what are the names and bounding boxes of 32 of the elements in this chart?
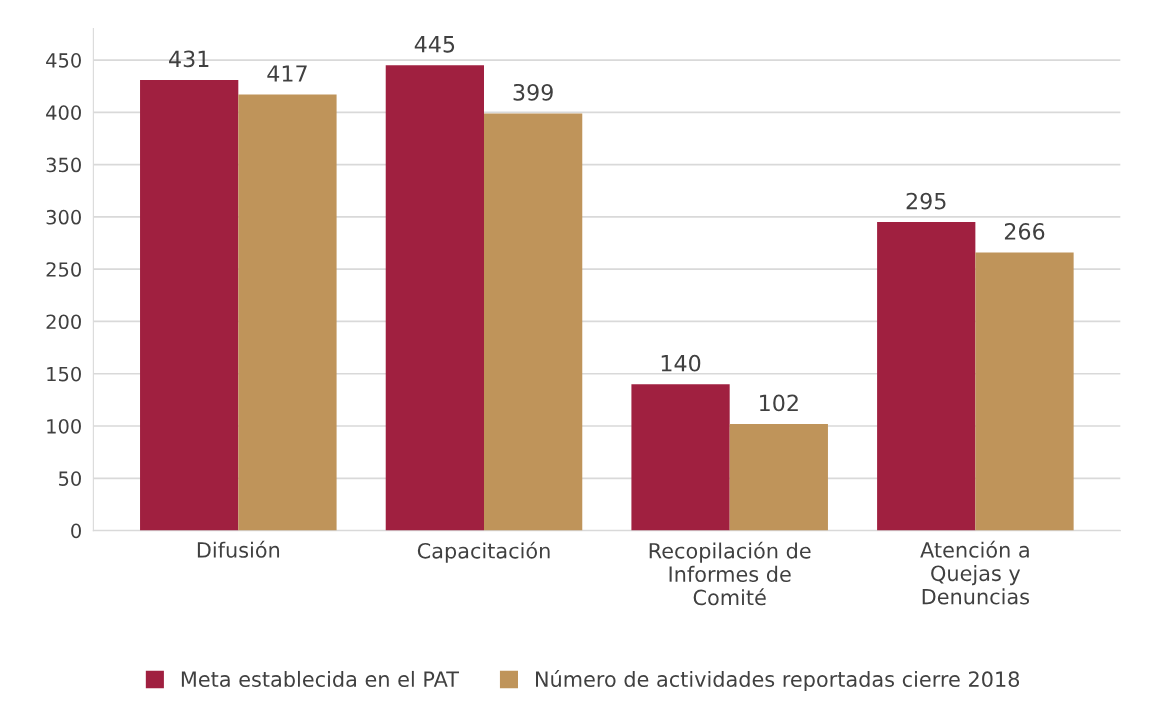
bar	[484, 113, 583, 531]
bar	[877, 222, 976, 531]
y-tick-label: 100	[47, 418, 81, 434]
bar	[238, 94, 337, 531]
data-label: 102	[760, 394, 798, 412]
y-tick-label: 150	[47, 366, 81, 382]
data-label: 445	[414, 36, 455, 53]
y-tick-label: 400	[46, 105, 81, 120]
bar	[631, 384, 730, 531]
bar	[729, 423, 828, 531]
y-tick-label: 200	[46, 314, 81, 330]
y-tick-label: 300	[46, 209, 81, 225]
x-tick-label: Capacitación	[417, 541, 550, 563]
data-label: 417	[267, 65, 307, 82]
y-tick-label: 50	[59, 471, 81, 486]
data-label: 399	[513, 83, 553, 101]
x-tick-label: Difusión	[197, 540, 280, 558]
data-label: 431	[169, 50, 209, 68]
x-tick-label: Atención a Quejas y Denuncias	[920, 540, 1030, 605]
y-tick-label: 250	[46, 262, 81, 277]
legend-label: Número de actividades reportadas cierre 2018	[536, 670, 1020, 692]
y-tick-label: 0	[71, 523, 81, 539]
bar	[140, 79, 239, 531]
data-label: 295	[906, 192, 946, 210]
bar	[385, 65, 484, 531]
y-tick-label: 450	[46, 53, 81, 68]
legend-label: Meta establecida en el PAT	[181, 670, 460, 688]
y-tick-label: 350	[46, 157, 81, 173]
data-label: 140	[661, 354, 701, 372]
bar	[975, 252, 1074, 531]
x-tick-label: Recopilación de Informes de Comité	[649, 541, 811, 606]
data-label: 266	[1004, 223, 1045, 240]
